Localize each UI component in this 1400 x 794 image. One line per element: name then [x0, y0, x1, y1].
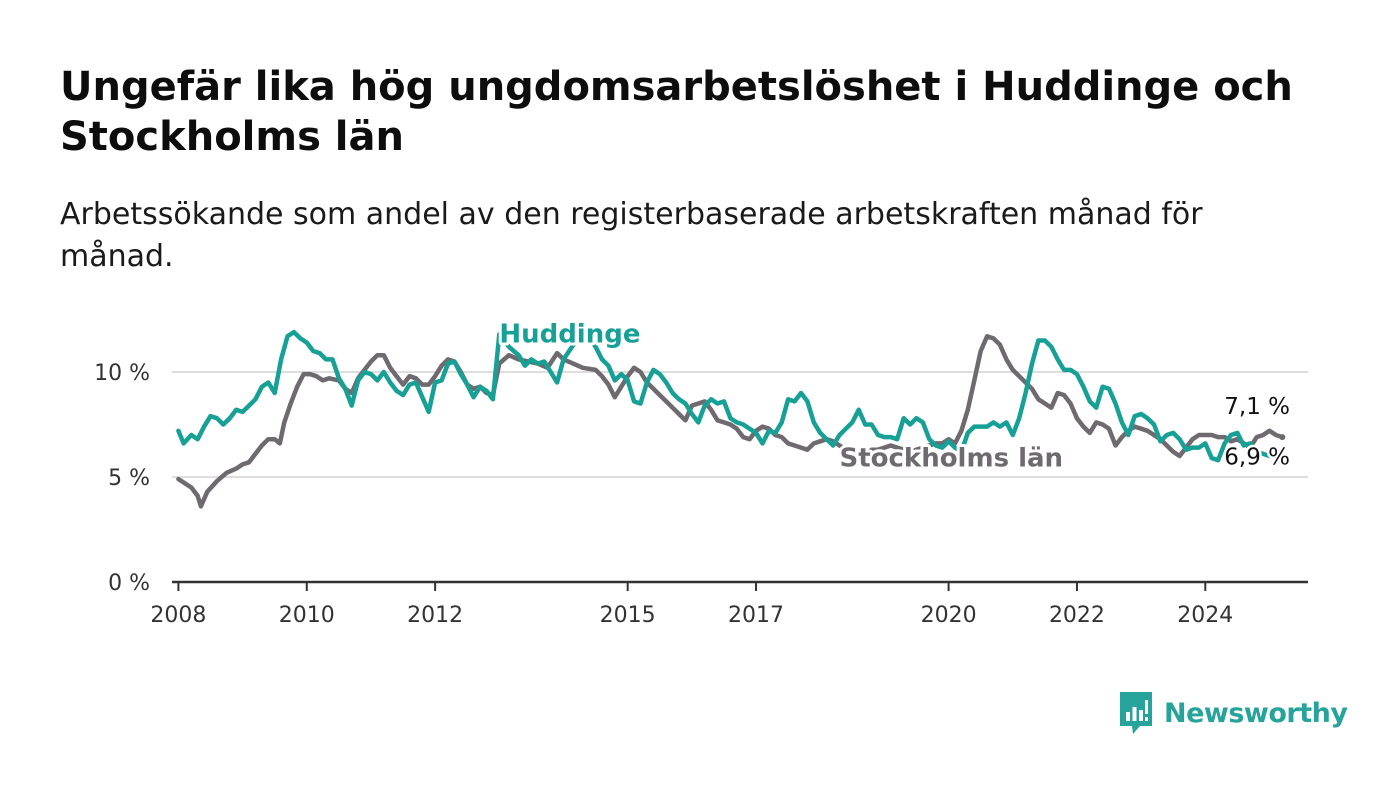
brand-name: Newsworthy — [1164, 697, 1348, 729]
y-tick-label: 5 % — [108, 466, 150, 491]
series-end-point — [1269, 453, 1276, 459]
newsworthy-logo-icon — [1120, 692, 1152, 734]
x-tick-label: 2020 — [921, 603, 977, 628]
y-tick-label: 10 % — [94, 361, 150, 386]
series-end-point — [1279, 434, 1286, 441]
end-label-stockholms-lan: 6,9 % — [1224, 444, 1290, 470]
series-lines — [176, 329, 1286, 509]
x-tick-label: 2012 — [407, 603, 463, 628]
newsworthy-logo: Newsworthy — [1118, 690, 1348, 736]
chart-title: Ungefär lika hög ungdomsarbetslöshet i H… — [60, 64, 1293, 160]
series-line-huddinge — [176, 329, 1275, 463]
series-label-huddinge: Huddinge — [499, 320, 640, 350]
series-label-stockholms-län: Stockholms län — [839, 444, 1063, 474]
axes: 0 % 5 % 10 % 2008 2010 2012 2015 2017 2020 2022 20… — [94, 361, 1308, 628]
x-tick-label: 2024 — [1177, 603, 1233, 628]
end-label-huddinge: 7,1 % — [1224, 394, 1290, 420]
x-tick-label: 2017 — [728, 603, 784, 628]
series-line-stockholms-län — [176, 334, 1285, 509]
x-tick-label: 2022 — [1049, 603, 1105, 628]
labels: Huddinge Stockholms län 7,1 % 6,9 % — [496, 317, 1292, 477]
y-tick-label: 0 % — [108, 571, 150, 596]
x-tick-label: 2008 — [150, 603, 206, 628]
x-tick-label: 2015 — [600, 603, 656, 628]
chart-subtitle: Arbetssökande som andel av den registerb… — [60, 197, 1203, 274]
x-tick-label: 2010 — [279, 603, 335, 628]
